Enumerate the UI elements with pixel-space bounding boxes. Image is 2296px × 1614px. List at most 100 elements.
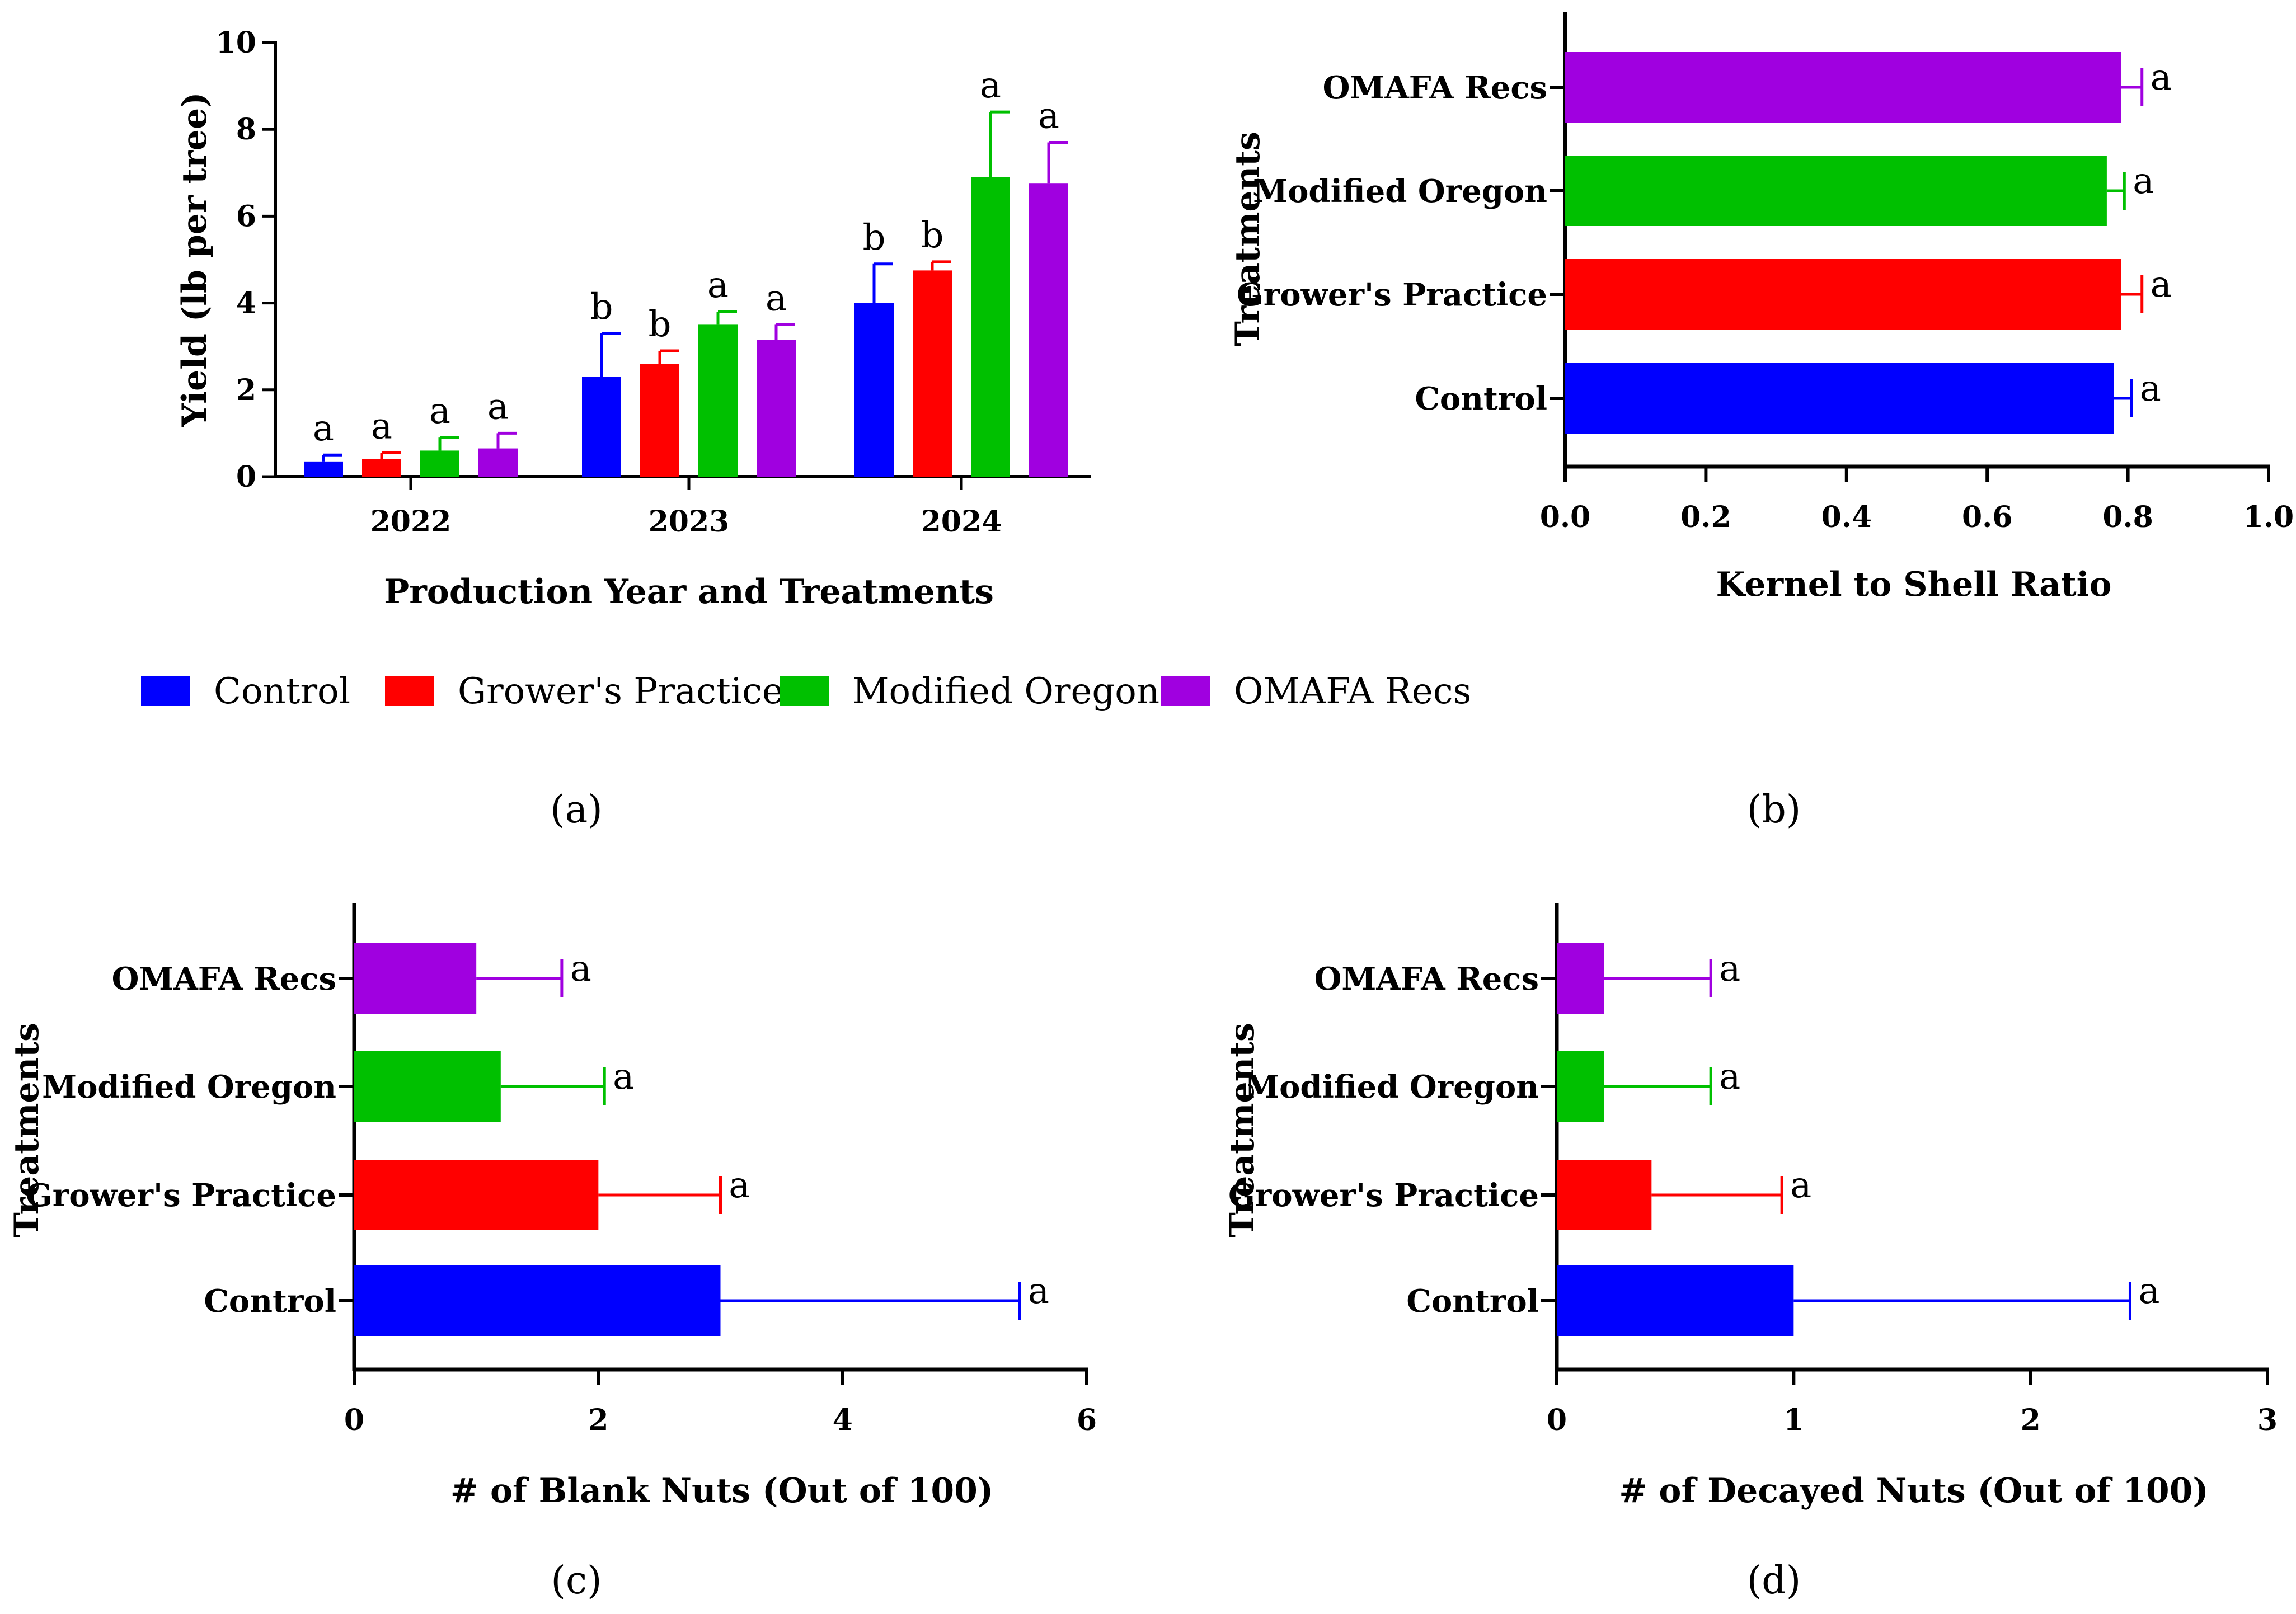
significance-letter: a [613, 1056, 634, 1098]
bar-omafa-recs-2024 [1029, 183, 1068, 477]
y-axis-label: Treatments [7, 1023, 46, 1237]
category-label-omafa-recs: OMAFA Recs [1323, 69, 1547, 106]
x-tick-label: 2 [2021, 1403, 2041, 1437]
legend-label-control: Control [214, 671, 350, 712]
y-tick-label: 0 [236, 460, 256, 494]
bar-modified-oregon [1557, 1051, 1604, 1122]
significance-letter: a [570, 948, 591, 990]
x-tick-label-2024: 2024 [921, 505, 1002, 539]
x-tick-label: 0.0 [1540, 500, 1590, 534]
bar-omafa-recs-2022 [478, 448, 518, 477]
significance-letter: a [1719, 1056, 1740, 1098]
category-label-grower-s-practice: Grower's Practice [1237, 276, 1547, 313]
panel-label-d: (d) [1747, 1559, 1801, 1603]
category-label-modified-oregon: Modified Oregon [42, 1069, 336, 1105]
category-label-modified-oregon: Modified Oregon [1245, 1069, 1539, 1105]
bar-grower-s-practice [354, 1160, 599, 1230]
bar-control [1565, 363, 2114, 434]
bar-grower-s-practice-2022 [362, 459, 401, 477]
category-label-omafa-recs: OMAFA Recs [112, 961, 336, 997]
bar-grower-s-practice-2023 [640, 364, 679, 477]
panel-label-b: (b) [1747, 788, 1801, 832]
bar-control-2022 [304, 461, 343, 477]
legend-label-modified-oregon: Modified Oregon [852, 671, 1159, 712]
bar-omafa-recs [1565, 52, 2121, 123]
x-tick-label: 0 [1547, 1403, 1567, 1437]
category-label-control: Control [204, 1283, 336, 1320]
chart-panel-d: 0 1 2 3 OMAFA Recs a Modified Oregon a Grower's … [1223, 903, 2278, 1603]
significance-letter: a [1038, 95, 1059, 137]
x-tick-label: 3 [2257, 1403, 2278, 1437]
significance-letter: a [487, 386, 509, 427]
significance-letter: a [2138, 1271, 2159, 1312]
bar-control [1557, 1265, 1794, 1336]
significance-letter: a [2151, 264, 2172, 305]
x-tick-label: 4 [833, 1403, 853, 1437]
y-tick-label: 2 [236, 373, 256, 407]
y-axis-label: Yield (lb per tree) [175, 92, 214, 427]
y-axis-label: Treatments [1228, 131, 1267, 346]
y-axis-label: Treatments [1223, 1023, 1262, 1237]
legend-swatch-modified-oregon [780, 676, 829, 706]
significance-letter: a [729, 1165, 750, 1206]
bar-control-2024 [854, 303, 894, 477]
y-tick-label: 6 [236, 199, 256, 233]
bar-modified-oregon-2024 [971, 177, 1010, 477]
significance-letter: a [371, 406, 392, 447]
significance-letter: a [2151, 57, 2172, 98]
x-tick-label-2023: 2023 [649, 505, 730, 539]
category-label-control: Control [1415, 380, 1547, 417]
bar-control [354, 1265, 721, 1336]
bar-grower-s-practice-2024 [913, 270, 952, 477]
legend-swatch-control [141, 676, 190, 706]
bar-modified-oregon [354, 1051, 501, 1122]
legend-swatch-omafa-recs [1161, 676, 1210, 706]
legend-label-grower-s-practice: Grower's Practice [458, 671, 783, 712]
significance-letter: a [429, 390, 450, 432]
x-axis-label: # of Blank Nuts (Out of 100) [450, 1471, 993, 1511]
x-tick-label: 0.6 [1962, 500, 2012, 534]
bar-omafa-recs [1557, 943, 1604, 1014]
bar-modified-oregon [1565, 156, 2107, 226]
x-tick-label: 1 [1783, 1403, 1804, 1437]
significance-letter: b [863, 217, 886, 258]
bar-grower-s-practice [1565, 259, 2121, 330]
category-label-grower-s-practice: Grower's Practice [1228, 1177, 1539, 1214]
x-tick-label: 6 [1077, 1403, 1097, 1437]
significance-letter: a [1790, 1165, 1811, 1206]
significance-letter: a [2133, 161, 2154, 202]
bar-modified-oregon-2023 [698, 324, 738, 477]
bar-modified-oregon-2022 [420, 450, 459, 477]
chart-panel-c: 0 2 4 6 OMAFA Recs a Modified Oregon a Grower's … [7, 903, 1097, 1603]
significance-letter: a [1719, 948, 1740, 990]
x-axis-label: Kernel to Shell Ratio [1716, 565, 2112, 604]
legend-swatch-grower-s-practice [385, 676, 434, 706]
category-label-grower-s-practice: Grower's Practice [26, 1177, 336, 1214]
bar-omafa-recs [354, 943, 477, 1014]
legend: Control Grower's Practice Modified Oregon O… [141, 671, 1471, 712]
significance-letter: a [766, 277, 787, 319]
y-tick-label: 8 [236, 112, 256, 147]
x-tick-label: 0.4 [1821, 500, 1872, 534]
significance-letter: a [707, 265, 729, 306]
x-tick-label: 2 [588, 1403, 608, 1437]
x-axis-label: Production Year and Treatments [384, 572, 994, 611]
category-label-modified-oregon: Modified Oregon [1253, 173, 1547, 210]
y-tick-label: 10 [216, 26, 256, 60]
category-label-omafa-recs: OMAFA Recs [1314, 961, 1539, 997]
x-tick-label: 0.2 [1680, 500, 1731, 534]
legend-label-omafa-recs: OMAFA Recs [1234, 671, 1471, 712]
panel-label-a: (a) [550, 788, 603, 832]
x-tick-label: 0 [344, 1403, 364, 1437]
significance-letter: b [649, 304, 672, 345]
bar-control-2023 [582, 377, 621, 477]
significance-letter: b [590, 286, 613, 328]
category-label-control: Control [1406, 1283, 1539, 1320]
y-tick-label: 4 [236, 286, 256, 321]
x-tick-label: 0.8 [2102, 500, 2153, 534]
significance-letter: a [313, 408, 334, 449]
significance-letter: a [980, 65, 1001, 106]
bar-omafa-recs-2023 [757, 340, 796, 477]
